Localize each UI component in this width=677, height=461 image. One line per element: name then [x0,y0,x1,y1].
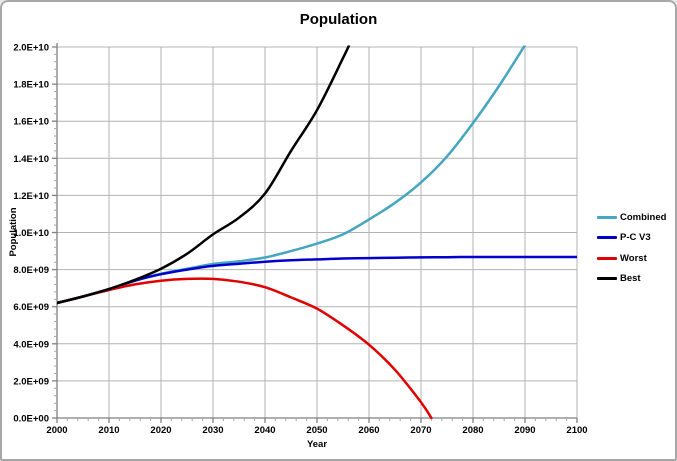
svg-text:1.6E+10: 1.6E+10 [13,117,49,128]
x-tick-labels: 2000 2010 2020 2030 2040 2050 2060 2070 2080 2090… [46,425,587,436]
svg-text:2070: 2070 [410,425,431,436]
legend-swatch-icon [597,236,617,240]
svg-text:2080: 2080 [462,425,483,436]
svg-text:1.2E+10: 1.2E+10 [13,191,49,202]
x-axis-title: Year [306,439,328,450]
svg-text:2010: 2010 [98,425,119,436]
legend-item-best[interactable]: Best [597,269,666,290]
plot-gridlines [57,46,578,418]
svg-text:8.0E+09: 8.0E+09 [13,265,49,276]
svg-text:1.8E+10: 1.8E+10 [13,80,49,91]
legend-swatch-icon [597,277,617,281]
svg-text:2020: 2020 [150,425,171,436]
legend-swatch-icon [597,215,617,219]
chart-legend: Combined P-C V3 Worst Best [597,207,666,289]
legend-swatch-icon [597,256,617,260]
svg-text:2090: 2090 [514,425,535,436]
legend-label: Combined [620,211,667,223]
svg-text:2030: 2030 [202,425,223,436]
svg-text:4.0E+09: 4.0E+09 [13,339,49,350]
legend-label: Worst [620,252,647,264]
svg-text:2040: 2040 [254,425,275,436]
plot-ticks [52,46,578,423]
svg-text:2060: 2060 [358,425,379,436]
svg-text:2100: 2100 [566,425,587,436]
svg-text:2.0E+10: 2.0E+10 [13,43,49,54]
chart-title: Population [299,11,378,28]
svg-text:1.0E+10: 1.0E+10 [13,228,49,239]
y-tick-labels: 0.0E+00 2.0E+09 4.0E+09 6.0E+09 8.0E+09 1.0E+… [13,43,49,425]
svg-text:2.0E+09: 2.0E+09 [13,376,49,387]
series-line-worst [57,277,433,419]
legend-item-combined[interactable]: Combined [597,207,666,228]
svg-text:6.0E+09: 6.0E+09 [13,302,49,313]
series-line-best [57,45,351,305]
legend-label: P-C V3 [620,232,651,244]
legend-item-worst[interactable]: Worst [597,248,666,269]
svg-text:1.4E+10: 1.4E+10 [13,154,49,165]
legend-label: Best [620,273,641,285]
y-axis-title: Population [8,207,19,257]
series-line-p-c-v3 [57,255,577,305]
svg-text:2000: 2000 [46,425,67,436]
svg-text:2050: 2050 [306,425,327,436]
svg-text:0.0E+00: 0.0E+00 [13,414,49,425]
legend-item-p-c-v3[interactable]: P-C V3 [597,228,666,249]
